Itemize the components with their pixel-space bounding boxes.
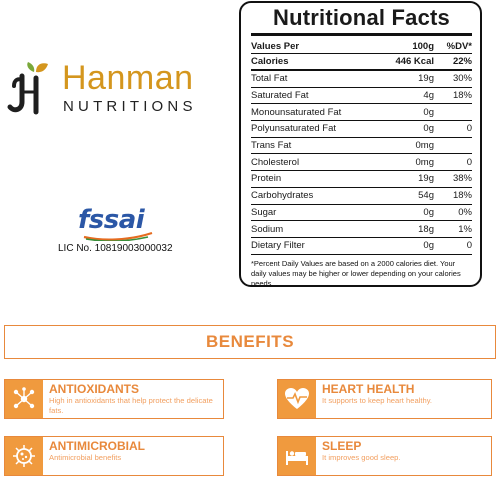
nutrient-value: 54g <box>418 190 434 202</box>
nutrient-row: Sugar 0g 0% <box>251 205 472 222</box>
calories-dv: 22% <box>452 55 472 67</box>
nutrient-row: Dietary Filter 0g 0 <box>251 238 472 255</box>
nutrient-value: 0mg <box>415 140 434 152</box>
nutrient-name: Total Fat <box>251 73 288 85</box>
nutrition-footnote: *Percent Daily Values are based on a 200… <box>251 258 461 288</box>
benefit-card-antioxidants: ANTIOXIDANTS High in antioxidants that h… <box>4 379 224 419</box>
nutrient-dv: 0 <box>466 240 472 252</box>
nutrient-name: Sugar <box>251 206 277 218</box>
bed-icon <box>278 437 316 475</box>
nutrient-value: 0g <box>423 123 434 135</box>
nutrient-name: Monounsaturated Fat <box>251 106 342 118</box>
nutrient-row: Monounsaturated Fat 0g <box>251 104 472 122</box>
benefit-description: High in antioxidants that help protect t… <box>49 396 213 415</box>
nutrient-rows: Total Fat 19g 30% Saturated Fat 4g 18% Monouns… <box>251 71 472 255</box>
nutrient-value: 19g <box>418 73 434 85</box>
nutrient-dv: 38% <box>452 173 472 185</box>
benefits-heading-box: BENEFITS <box>4 325 496 359</box>
nutrient-row: Protein 19g 38% <box>251 171 472 188</box>
nutrient-row: Saturated Fat 4g 18% <box>251 88 472 105</box>
fssai-certification: fssai LIC No. 10819003000032 <box>58 205 198 255</box>
nutrient-row: Carbohydrates 54g 18% <box>251 188 472 205</box>
nutrition-title: Nutritional Facts <box>273 5 450 30</box>
divider <box>251 53 472 54</box>
nutrient-name: Cholesterol <box>251 156 300 168</box>
benefits-title: BENEFITS <box>205 332 295 351</box>
benefit-description: It supports to keep heart healthy. <box>322 396 433 405</box>
nutrition-header-row: Values Per 100g %DV* <box>251 39 472 53</box>
nutrient-name: Dietary Filter <box>251 240 305 252</box>
nutrient-name: Saturated Fat <box>251 90 309 102</box>
nutrient-dv: 18% <box>452 90 472 102</box>
benefit-description: Antimicrobial benefits <box>49 453 122 462</box>
nutrient-row: Polyunsaturated Fat 0g 0 <box>251 121 472 138</box>
nutrient-row: Sodium 18g 1% <box>251 221 472 238</box>
nutrient-value: 18g <box>418 223 434 235</box>
nutrient-value: 0g <box>423 106 434 118</box>
nutrient-name: Trans Fat <box>251 140 292 152</box>
header-dv: %DV* <box>446 40 472 52</box>
benefit-description: It improves good sleep. <box>322 453 401 462</box>
benefit-title: ANTIMICROBIAL <box>49 439 145 453</box>
calories-name: Calories <box>251 55 289 67</box>
benefit-card-heart-health: HEART HEALTH It supports to keep heart h… <box>277 379 492 419</box>
nutrition-facts-panel: Nutritional Facts Values Per 100g %DV* C… <box>239 1 482 288</box>
nutrient-name: Polyunsaturated Fat <box>251 123 337 135</box>
nutrient-name: Protein <box>251 173 282 185</box>
nutrient-dv: 18% <box>452 190 472 202</box>
nutrient-row: Cholesterol 0mg 0 <box>251 154 472 172</box>
microbe-icon <box>5 437 43 475</box>
calories-row: Calories 446 Kcal 22% <box>251 54 472 68</box>
benefit-card-sleep: SLEEP It improves good sleep. <box>277 436 492 476</box>
nutrient-dv: 0 <box>466 123 472 135</box>
nutrient-value: 0mg <box>415 156 434 168</box>
benefit-title: HEART HEALTH <box>322 382 415 396</box>
nutrient-value: 19g <box>418 173 434 185</box>
header-name: Values Per <box>251 40 300 52</box>
nutrient-dv: 0% <box>458 206 472 218</box>
brand-name: Hanman <box>62 59 194 97</box>
fssai-swoosh-icon <box>83 231 153 241</box>
benefit-card-antimicrobial: ANTIMICROBIAL Antimicrobial benefits <box>4 436 224 476</box>
divider <box>251 33 472 36</box>
brand-subtitle: NUTRITIONS <box>63 98 197 115</box>
nutrient-value: 4g <box>423 90 434 102</box>
nutrient-dv: 30% <box>452 73 472 85</box>
molecule-icon <box>5 380 43 418</box>
nutrient-name: Sodium <box>251 223 284 235</box>
benefit-title: ANTIOXIDANTS <box>49 382 139 396</box>
calories-value: 446 Kcal <box>395 55 434 67</box>
nutrient-name: Carbohydrates <box>251 190 314 202</box>
divider <box>251 69 472 71</box>
nutrient-row: Trans Fat 0mg <box>251 138 472 155</box>
fssai-logo: fssai <box>78 205 145 235</box>
nutrient-dv: 0 <box>466 156 472 168</box>
nutrient-value: 0g <box>423 206 434 218</box>
header-value: 100g <box>412 40 434 52</box>
heartbeat-icon <box>278 380 316 418</box>
nutrient-dv: 1% <box>458 223 472 235</box>
nutrient-value: 0g <box>423 240 434 252</box>
hanman-logo-mark-icon <box>7 62 48 115</box>
nutrient-row: Total Fat 19g 30% <box>251 71 472 88</box>
benefit-title: SLEEP <box>322 439 362 453</box>
license-number: LIC No. 10819003000032 <box>58 243 173 254</box>
brand-logo: Hanman NUTRITIONS <box>6 58 228 120</box>
